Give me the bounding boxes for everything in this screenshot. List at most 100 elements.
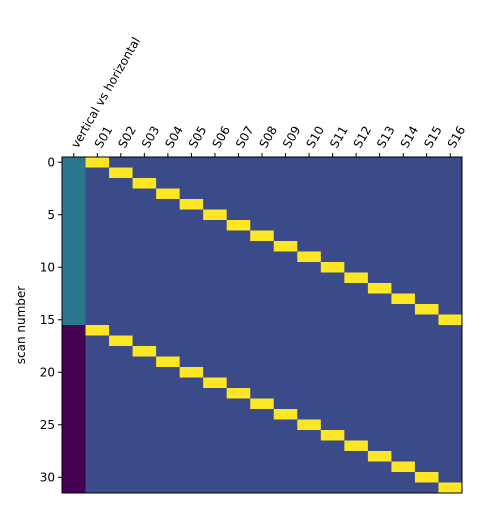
heatmap-cell — [179, 167, 204, 179]
heatmap-cell — [367, 461, 392, 473]
heatmap-cell — [62, 304, 86, 315]
heatmap-cell — [132, 230, 157, 242]
heatmap-cell — [250, 209, 275, 221]
heatmap-cell — [179, 283, 204, 294]
heatmap-cell — [179, 230, 204, 242]
x-tick-label: S09 — [280, 124, 304, 151]
heatmap-cell — [320, 167, 345, 179]
heatmap-cell — [132, 367, 157, 378]
heatmap-cell — [132, 283, 157, 294]
heatmap-cell — [391, 314, 416, 326]
heatmap-cell — [438, 178, 463, 189]
heatmap-cell — [132, 409, 157, 420]
heatmap-cell — [85, 367, 110, 378]
heatmap-cell — [344, 325, 369, 336]
heatmap-cell — [391, 335, 416, 347]
heatmap-cell — [62, 356, 86, 368]
heatmap-cell — [226, 241, 251, 252]
heatmap-cell — [179, 199, 204, 210]
heatmap-cell — [226, 346, 251, 357]
heatmap-cell — [226, 325, 251, 336]
heatmap-cell — [109, 220, 133, 231]
heatmap-cell — [109, 283, 133, 294]
heatmap-cell — [273, 272, 298, 284]
heatmap-cell — [156, 335, 181, 347]
heatmap-cell — [320, 388, 345, 399]
heatmap-cell — [273, 419, 298, 431]
heatmap-cell — [391, 241, 416, 252]
heatmap-cell — [85, 199, 110, 210]
heatmap-cell — [273, 388, 298, 399]
heatmap-cell — [297, 304, 322, 315]
heatmap-cell — [344, 335, 369, 347]
heatmap-cell — [438, 451, 463, 462]
heatmap-cell — [438, 377, 463, 389]
heatmap-cell — [344, 167, 369, 179]
heatmap-cell — [344, 272, 369, 284]
heatmap-cell — [62, 220, 86, 231]
heatmap-cell — [320, 262, 345, 273]
heatmap-cell — [62, 482, 86, 494]
heatmap-cell — [132, 157, 157, 168]
heatmap-cell — [414, 430, 439, 441]
heatmap-cell — [438, 293, 463, 305]
heatmap-cell — [391, 472, 416, 483]
heatmap-cell — [250, 398, 275, 410]
heatmap-cell — [156, 209, 181, 221]
heatmap-cell — [250, 388, 275, 399]
heatmap-cell — [297, 451, 322, 462]
heatmap-cell — [203, 367, 228, 378]
heatmap-cell — [414, 398, 439, 410]
heatmap-cell — [297, 283, 322, 294]
heatmap-cell — [297, 472, 322, 483]
heatmap-cell — [109, 335, 133, 347]
x-tick-label: S11 — [327, 124, 351, 151]
heatmap-cell — [156, 440, 181, 452]
heatmap-cell — [438, 419, 463, 431]
heatmap-cell — [438, 430, 463, 441]
heatmap-cell — [109, 482, 133, 494]
heatmap-cell — [62, 388, 86, 399]
heatmap-cell — [344, 409, 369, 420]
heatmap-cell — [344, 461, 369, 473]
heatmap-cell — [344, 314, 369, 326]
heatmap-cell — [132, 346, 157, 357]
heatmap-cell — [391, 356, 416, 368]
heatmap-cell — [344, 209, 369, 221]
heatmap-cell — [344, 440, 369, 452]
heatmap-cell — [320, 482, 345, 494]
heatmap-cell — [250, 178, 275, 189]
heatmap-cell — [203, 199, 228, 210]
heatmap-cell — [320, 451, 345, 462]
heatmap-cell — [438, 199, 463, 210]
heatmap-cell — [250, 251, 275, 263]
heatmap-cell — [297, 199, 322, 210]
heatmap-cell — [250, 325, 275, 336]
heatmap-cell — [109, 157, 133, 168]
heatmap-cell — [414, 220, 439, 231]
heatmap-cell — [344, 283, 369, 294]
heatmap-cell — [109, 346, 133, 357]
heatmap-cell — [226, 314, 251, 326]
heatmap-cell — [203, 419, 228, 431]
heatmap-cell — [85, 230, 110, 242]
heatmap-cell — [132, 419, 157, 431]
heatmap-cell — [85, 388, 110, 399]
heatmap-cell — [203, 325, 228, 336]
heatmap-cell — [438, 262, 463, 273]
heatmap-cell — [226, 409, 251, 420]
heatmap-cell — [250, 377, 275, 389]
heatmap-cell — [203, 241, 228, 252]
heatmap-cell — [438, 461, 463, 473]
heatmap-cell — [109, 325, 133, 336]
heatmap-cell — [344, 230, 369, 242]
heatmap-cell — [320, 199, 345, 210]
heatmap-cell — [156, 461, 181, 473]
heatmap-cell — [132, 356, 157, 368]
heatmap-cell — [226, 461, 251, 473]
heatmap-cell — [320, 209, 345, 221]
heatmap-cell — [438, 388, 463, 399]
heatmap-cell — [367, 472, 392, 483]
heatmap-cell — [62, 199, 86, 210]
heatmap-cell — [226, 419, 251, 431]
